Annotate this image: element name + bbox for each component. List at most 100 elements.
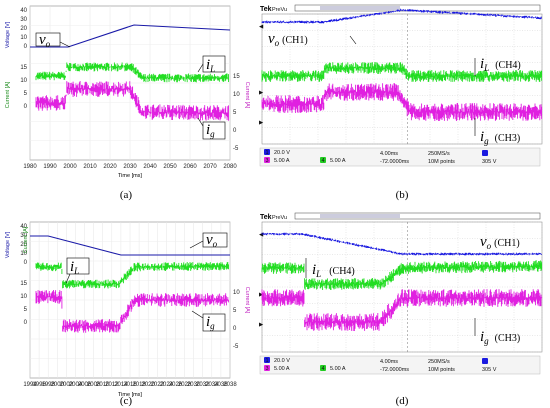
- d-trigger-level: 305 V: [482, 367, 497, 373]
- c-x-tick-label: 2008: [87, 382, 101, 388]
- panel-b-header: PreVu: [272, 7, 287, 13]
- panel-b-vo-trace: [261, 8, 542, 24]
- b-channel-badge: [264, 157, 270, 163]
- panel-b-brand: Tek: [260, 6, 272, 13]
- b-trigger-time: -72.0000ms: [380, 159, 409, 165]
- a-y-tick-voltage: 10: [20, 35, 27, 41]
- panel-c-ig-trace: [35, 290, 229, 333]
- a-x-tick-label: 2050: [163, 164, 177, 170]
- c-x-tick-label: 2010: [96, 382, 110, 388]
- a-y-tick-voltage: 20: [20, 26, 27, 32]
- panel-a-y-ticks: 0 10 20 30 40 0 5 10 15 15 10 5 0 -5: [20, 8, 240, 152]
- c-x-tick-label: 2024: [160, 382, 174, 388]
- panel-a-ylabel-current-left: Current [A]: [5, 81, 11, 108]
- a-y-tick-current-right: 10: [233, 92, 240, 98]
- a-x-tick-label: 2030: [123, 164, 137, 170]
- a-x-tick-label: 1980: [23, 164, 37, 170]
- panel-c: 1994199619982000200220042006200820102012…: [5, 221, 250, 407]
- panel-a-il-trace: [35, 62, 229, 83]
- panel-a: 1980 1990 2000 2010 2020 2030 2040 2050 2060 2070…: [5, 5, 250, 201]
- d-channel-readout: 5.00 A: [274, 366, 290, 372]
- panel-d-brand: Tek: [260, 214, 272, 221]
- panel-b-record-window: [320, 6, 400, 10]
- panel-b-il-trace: [261, 62, 543, 82]
- panel-c-vo-box: [202, 232, 228, 248]
- panel-a-ig-box: [202, 121, 226, 140]
- panel-d-header: PreVu: [272, 215, 287, 221]
- d-channel-readout: 5.00 A: [330, 366, 346, 372]
- panel-c-vo-pointer: [189, 240, 204, 249]
- b-trigger-level: 305 V: [482, 159, 497, 165]
- panel-b: Tek PreVu ◀ ▶ ▶ 1 20.0 V 3 5.00 A 4 5.00 A 4.00m…: [259, 4, 545, 201]
- b-record-length: 10M points: [428, 159, 455, 165]
- a-x-tick-label: 2000: [63, 164, 77, 170]
- d-trigger-time: -72.0000ms: [380, 367, 409, 373]
- a-y-tick-current-right: 0: [233, 128, 237, 134]
- b-sample-rate: 250MS/s: [428, 151, 450, 157]
- panel-b-ig-label: ig (CH3): [480, 129, 520, 146]
- panel-c-xlabel: Time [ms]: [118, 392, 142, 398]
- a-x-tick-label: 2060: [183, 164, 197, 170]
- panel-d-vo-label: vo (CH1): [480, 234, 520, 251]
- panel-a-vo-pointer: [59, 41, 71, 48]
- panel-d-readouts: 1 20.0 V 3 5.00 A 4 5.00 A 4.00ms -72.0000ms 250…: [259, 355, 541, 375]
- panel-c-ig-pointer: [191, 310, 204, 319]
- panel-a-il-pointer: [197, 63, 204, 73]
- panel-c-vo-label: vo: [206, 232, 218, 249]
- c-x-tick-label: 2022: [151, 382, 165, 388]
- c-y-tick-current-right: 0: [233, 326, 237, 332]
- c-y-tick-current-left: 5: [24, 307, 28, 313]
- a-y-tick-voltage: 30: [20, 17, 27, 23]
- panel-a-xlabel: Time [ms]: [118, 173, 142, 179]
- b-channel-readout: 5.00 A: [274, 158, 290, 164]
- panel-a-vo-box: [35, 32, 61, 47]
- d-channel-badge: [264, 357, 270, 363]
- a-y-tick-current-right: 15: [233, 74, 240, 80]
- c-x-tick-label: 2000: [51, 382, 65, 388]
- panel-d-il-label: iL (CH4): [312, 262, 355, 279]
- panel-c-ylabel-current-right: Current [A]: [244, 287, 250, 314]
- c-y-tick-voltage: 30: [20, 233, 27, 239]
- c-x-tick-label: 2034: [205, 382, 219, 388]
- panel-b-ch4-marker: ▶: [259, 90, 264, 96]
- panel-b-ig-trace: [261, 83, 543, 121]
- panel-c-ig-box: [202, 313, 226, 332]
- panel-a-traces: [30, 24, 231, 121]
- panel-a-ylabel-current-right: Current [A]: [244, 82, 250, 109]
- panel-b-readouts: 1 20.0 V 3 5.00 A 4 5.00 A 4.00ms -72.0000ms 250…: [259, 147, 541, 167]
- panel-d-ig-label: ig (CH3): [480, 329, 520, 346]
- d-channel-number: 3: [266, 366, 269, 372]
- panel-d-record-window: [320, 214, 400, 218]
- c-y-tick-current-left: 10: [20, 294, 27, 300]
- a-y-tick-current-left: 10: [20, 78, 27, 84]
- c-y-tick-current-right: 10: [233, 290, 240, 296]
- panel-b-vo-label: vo (CH1): [268, 31, 308, 48]
- panel-d-ch3-marker: ▶: [259, 322, 264, 328]
- a-y-tick-current-left: 15: [20, 65, 27, 71]
- d-graticule-frame: [261, 221, 543, 353]
- panel-a-x-ticks: 1980 1990 2000 2010 2020 2030 2040 2050 2060 2070…: [23, 164, 237, 170]
- d-footer-bg: [259, 355, 541, 375]
- c-x-tick-label: 2006: [78, 382, 92, 388]
- b-channel-badge: [320, 157, 326, 163]
- panel-c-ylabel-voltage: Voltage [V]: [5, 231, 11, 258]
- c-x-tick-label: 2018: [132, 382, 146, 388]
- panel-b-vo-pointer: [349, 35, 357, 45]
- a-y-tick-voltage: 40: [20, 8, 27, 14]
- a-x-tick-label: 2070: [203, 164, 217, 170]
- panel-c-il-label: iL: [70, 259, 79, 276]
- panel-a-ig-trace: [35, 81, 229, 121]
- panel-d-ig-trace: [261, 289, 543, 331]
- panel-c-ig-label: ig: [206, 314, 215, 331]
- c-x-tick-label: 2004: [69, 382, 83, 388]
- b-channel-number: 1: [266, 150, 269, 156]
- c-x-tick-label: 1994: [23, 382, 37, 388]
- a-y-tick-current-left: 5: [24, 91, 28, 97]
- c-x-tick-label: 2028: [178, 382, 192, 388]
- b-channel-number: 4: [322, 158, 325, 164]
- panel-a-caption: (a): [120, 189, 133, 201]
- c-y-tick-current-left: 0: [24, 320, 28, 326]
- d-channel-number: 4: [322, 366, 325, 372]
- panel-a-il-label: iL: [206, 57, 215, 74]
- a-x-tick-label: 1990: [43, 164, 57, 170]
